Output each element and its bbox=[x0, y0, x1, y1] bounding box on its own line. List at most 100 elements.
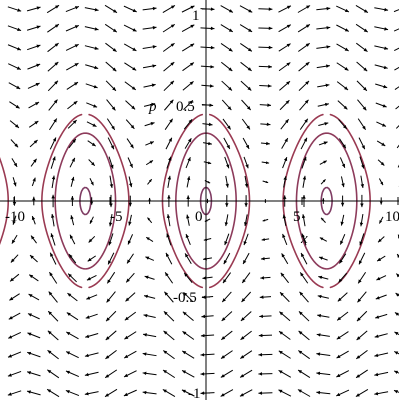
field-arrow bbox=[278, 350, 291, 359]
field-arrow bbox=[280, 118, 290, 130]
field-arrow bbox=[259, 314, 272, 319]
field-arrow bbox=[183, 118, 193, 130]
field-arrow bbox=[67, 100, 78, 110]
field-arrow bbox=[85, 64, 99, 70]
field-arrow bbox=[378, 216, 384, 224]
field-arrow bbox=[7, 370, 22, 377]
field-arrow bbox=[374, 371, 389, 377]
field-arrow bbox=[221, 80, 233, 91]
field-arrow bbox=[358, 137, 366, 150]
field-arrow bbox=[145, 256, 155, 261]
field-arrow bbox=[127, 234, 134, 245]
field-arrow bbox=[142, 371, 157, 376]
field-arrow bbox=[84, 45, 99, 50]
field-arrow bbox=[107, 137, 115, 150]
field-arrow bbox=[105, 61, 117, 72]
field-arrow bbox=[8, 332, 21, 339]
field-arrow bbox=[375, 83, 388, 89]
field-arrow bbox=[147, 217, 153, 224]
field-arrow bbox=[316, 64, 330, 69]
field-arrow bbox=[166, 233, 172, 246]
field-arrow bbox=[279, 311, 291, 322]
field-arrow bbox=[223, 252, 231, 265]
field-arrow bbox=[49, 118, 58, 131]
field-arrow bbox=[222, 118, 232, 130]
field-arrow bbox=[105, 42, 117, 53]
field-arrow bbox=[186, 176, 191, 188]
field-arrow bbox=[242, 252, 250, 265]
field-arrow bbox=[10, 139, 19, 148]
field-arrow bbox=[224, 156, 230, 169]
field-arrow bbox=[125, 119, 135, 130]
field-arrow bbox=[374, 391, 389, 396]
field-arrow bbox=[200, 45, 215, 50]
field-arrow bbox=[182, 330, 195, 340]
field-arrow bbox=[395, 273, 399, 278]
field-arrow bbox=[297, 389, 311, 397]
field-arrow bbox=[356, 310, 368, 322]
field-arrow bbox=[105, 349, 117, 360]
field-arrow bbox=[377, 236, 385, 243]
field-arrow bbox=[356, 61, 368, 72]
field-arrow bbox=[69, 234, 76, 245]
field-arrow bbox=[28, 274, 39, 282]
field-arrow bbox=[47, 61, 59, 72]
field-arrow bbox=[70, 215, 75, 226]
field-arrow bbox=[338, 119, 348, 130]
field-arrow bbox=[88, 235, 96, 243]
field-arrow bbox=[223, 137, 231, 150]
field-arrow bbox=[164, 118, 174, 130]
field-arrow bbox=[258, 391, 273, 395]
field-arrow bbox=[357, 118, 367, 131]
field-arrow bbox=[281, 137, 289, 149]
field-arrow bbox=[67, 119, 77, 129]
field-arrow bbox=[299, 99, 309, 111]
field-arrow bbox=[26, 371, 41, 377]
field-arrow bbox=[300, 252, 308, 265]
field-arrow bbox=[356, 349, 368, 360]
field-arrow bbox=[9, 273, 20, 282]
field-arrow bbox=[337, 292, 348, 302]
field-arrow bbox=[239, 389, 253, 397]
field-arrow bbox=[84, 391, 99, 396]
field-arrow bbox=[355, 369, 368, 379]
field-arrow bbox=[125, 292, 136, 302]
field-arrow bbox=[393, 389, 399, 394]
field-arrow bbox=[374, 352, 389, 358]
field-arrow bbox=[166, 156, 172, 169]
field-arrow bbox=[358, 252, 366, 265]
field-arrow bbox=[50, 213, 55, 227]
field-arrow bbox=[108, 213, 113, 227]
field-arrow bbox=[105, 310, 117, 322]
field-arrow bbox=[360, 175, 365, 188]
field-arrow bbox=[220, 369, 234, 378]
field-arrow bbox=[182, 311, 194, 322]
field-arrow bbox=[70, 176, 75, 187]
field-arrow bbox=[283, 176, 287, 188]
field-arrow bbox=[181, 389, 195, 397]
field-arrow bbox=[9, 101, 20, 109]
field-arrow bbox=[316, 390, 331, 395]
field-arrow bbox=[47, 310, 59, 322]
field-arrow bbox=[301, 233, 307, 246]
field-arrow bbox=[142, 390, 157, 395]
field-arrow bbox=[123, 24, 137, 32]
field-arrow bbox=[104, 4, 118, 14]
field-arrow bbox=[164, 99, 174, 111]
field-arrow bbox=[374, 26, 389, 31]
field-arrow bbox=[317, 314, 330, 318]
field-arrow bbox=[376, 255, 386, 262]
x-tick-label: 5 bbox=[293, 209, 301, 225]
field-arrow bbox=[220, 330, 233, 341]
field-arrow bbox=[240, 330, 252, 341]
field-arrow bbox=[202, 276, 213, 280]
field-arrow bbox=[69, 157, 76, 168]
field-arrow bbox=[221, 99, 232, 111]
field-arrow bbox=[225, 175, 229, 188]
field-arrow bbox=[374, 333, 388, 338]
field-arrow bbox=[145, 141, 155, 146]
field-arrow bbox=[318, 256, 328, 261]
field-arrow bbox=[316, 371, 331, 376]
field-arrow bbox=[11, 234, 18, 244]
field-arrow bbox=[164, 291, 174, 303]
